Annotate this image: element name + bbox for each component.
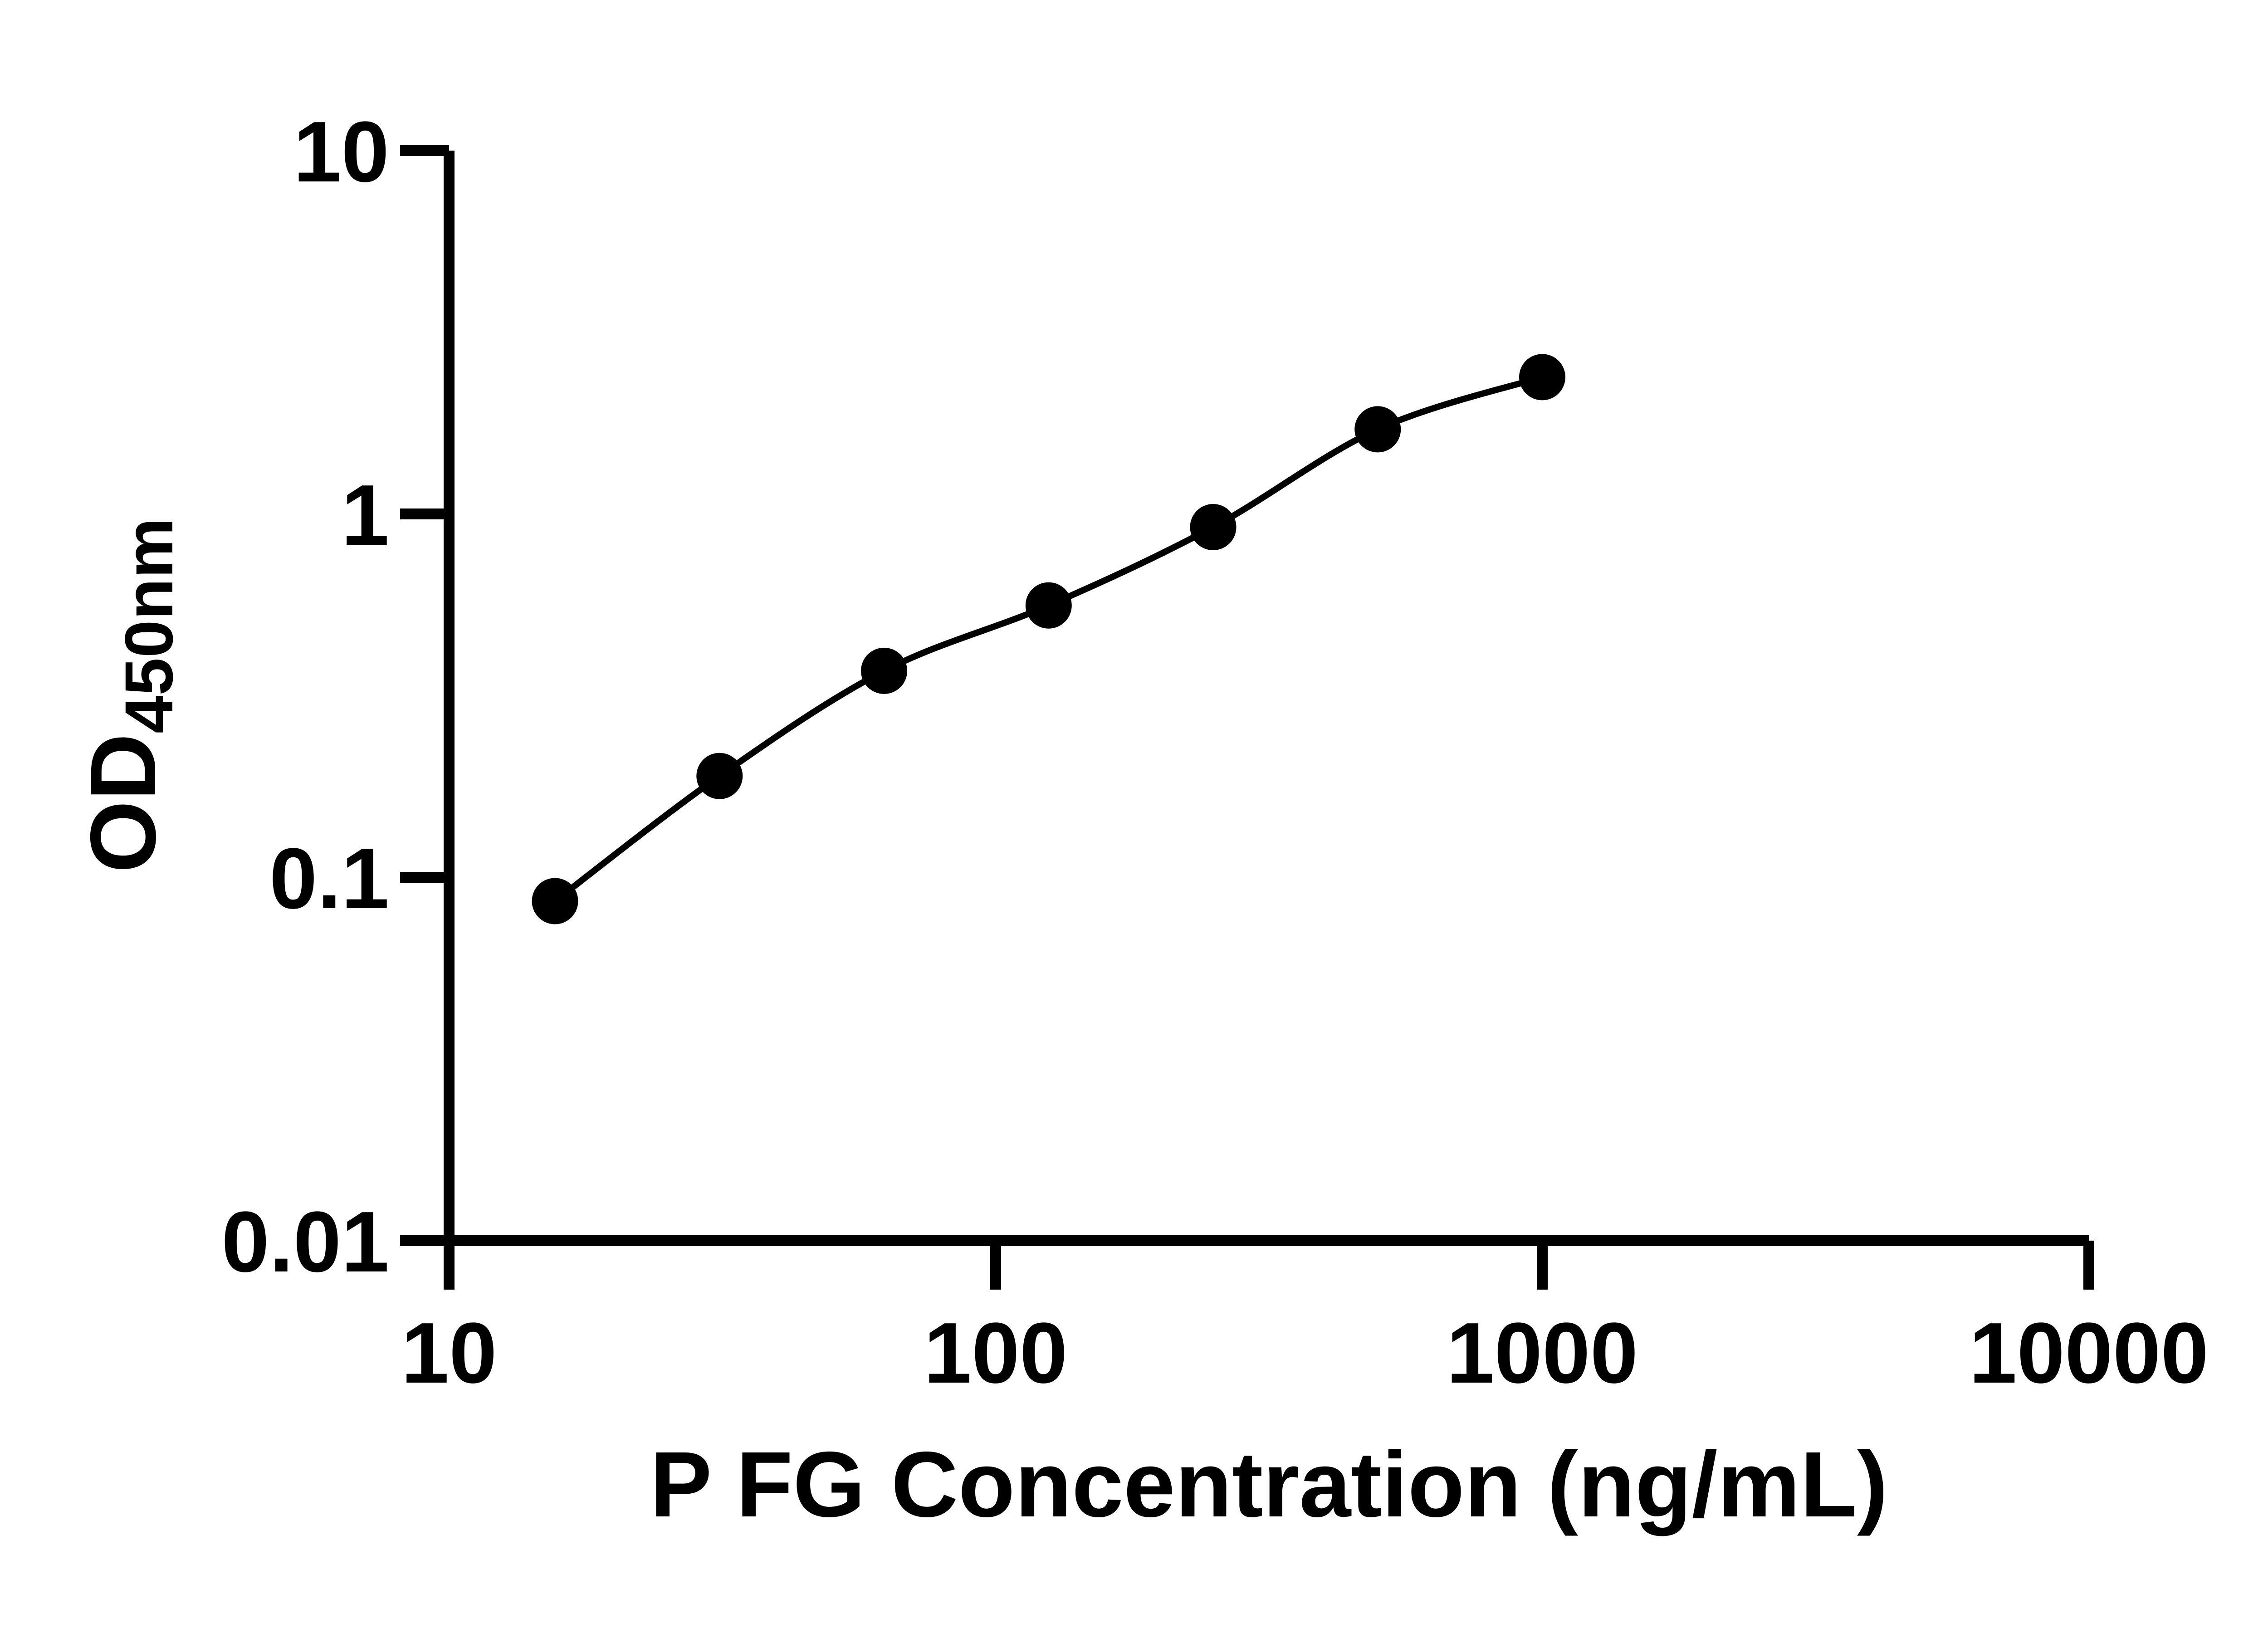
x-tick-label-1000: 1000 [1447, 1305, 1638, 1401]
data-point-3 [861, 647, 908, 694]
x-tick-label-10000: 10000 [1969, 1305, 2209, 1401]
data-point-4 [1025, 582, 1072, 629]
y-axis-title-subscript: 450nm [111, 518, 187, 733]
x-tick-label-10: 10 [401, 1305, 497, 1401]
axis-frame [444, 151, 2089, 1246]
x-tick-label-100: 100 [924, 1305, 1067, 1401]
y-axis-title: OD450nm [49, 151, 198, 1240]
data-point-7 [1519, 354, 1565, 401]
data-point-6 [1354, 406, 1401, 453]
fit-curve [553, 374, 1544, 904]
data-point-2 [696, 753, 743, 799]
y-tick-label-10: 10 [293, 104, 389, 200]
y-tick-label-1: 1 [341, 467, 389, 563]
x-axis-title: P FG Concentration (ng/mL) [650, 1433, 1888, 1536]
data-point-5 [1190, 504, 1237, 551]
y-tick-label-0.01: 0.01 [221, 1194, 389, 1290]
data-point-1 [532, 878, 578, 924]
y-tick-label-0.1: 0.1 [269, 831, 389, 927]
y-axis-title-main: OD [71, 733, 175, 873]
